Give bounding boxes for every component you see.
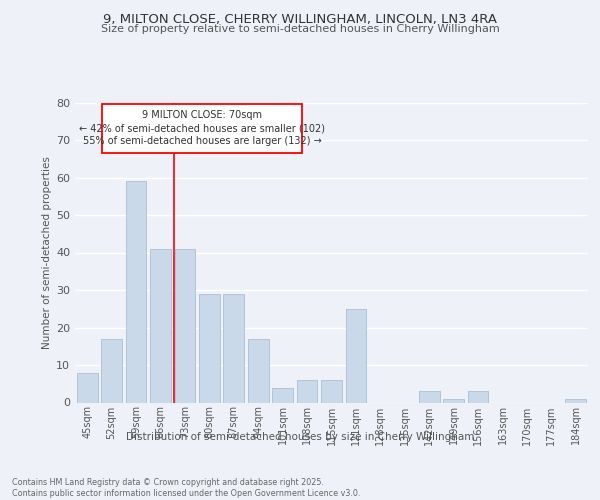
Bar	[150, 249, 171, 402]
Text: Contains HM Land Registry data © Crown copyright and database right 2025.
Contai: Contains HM Land Registry data © Crown c…	[12, 478, 361, 498]
Bar	[199, 294, 220, 403]
Bar	[346, 308, 367, 402]
Bar	[443, 399, 464, 402]
Bar	[248, 339, 269, 402]
Text: ← 42% of semi-detached houses are smaller (102): ← 42% of semi-detached houses are smalle…	[79, 123, 325, 133]
Text: 9 MILTON CLOSE: 70sqm: 9 MILTON CLOSE: 70sqm	[142, 110, 262, 120]
Text: 55% of semi-detached houses are larger (132) →: 55% of semi-detached houses are larger (…	[83, 136, 322, 146]
Text: Size of property relative to semi-detached houses in Cherry Willingham: Size of property relative to semi-detach…	[101, 24, 499, 34]
Bar	[272, 388, 293, 402]
FancyBboxPatch shape	[102, 104, 302, 153]
Bar	[77, 372, 98, 402]
Bar	[467, 391, 488, 402]
Bar	[321, 380, 342, 402]
Y-axis label: Number of semi-detached properties: Number of semi-detached properties	[42, 156, 52, 349]
Text: 9, MILTON CLOSE, CHERRY WILLINGHAM, LINCOLN, LN3 4RA: 9, MILTON CLOSE, CHERRY WILLINGHAM, LINC…	[103, 12, 497, 26]
Bar	[296, 380, 317, 402]
Text: Distribution of semi-detached houses by size in Cherry Willingham: Distribution of semi-detached houses by …	[126, 432, 474, 442]
Bar	[223, 294, 244, 403]
Bar	[125, 181, 146, 402]
Bar	[175, 249, 196, 402]
Bar	[419, 391, 440, 402]
Bar	[565, 399, 586, 402]
Bar	[101, 339, 122, 402]
